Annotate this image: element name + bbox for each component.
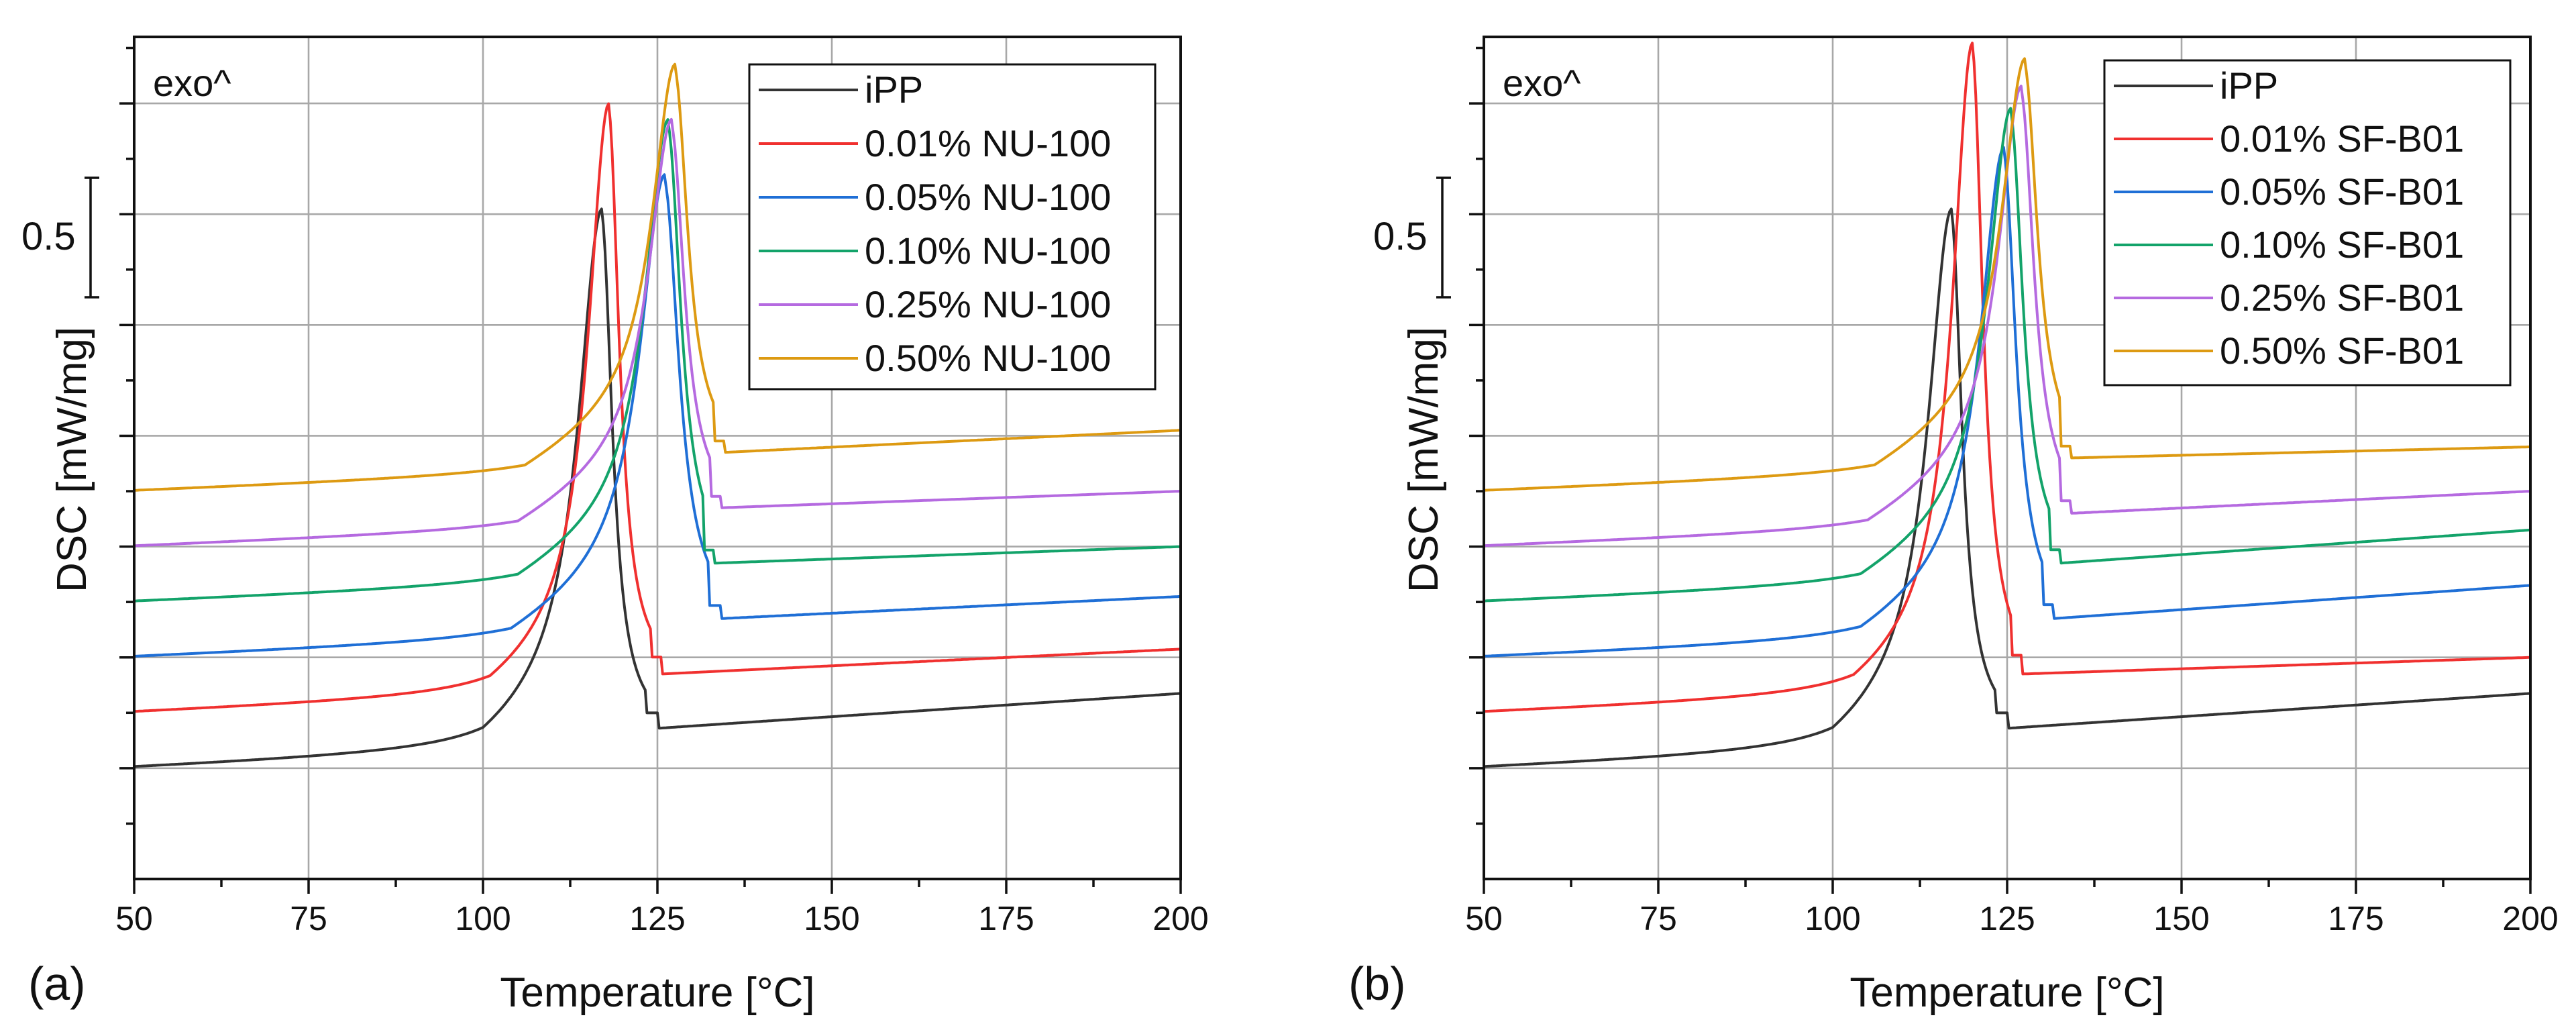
series-line <box>133 102 1181 713</box>
x-axis-label: Temperature [°C] <box>1849 970 2164 1016</box>
legend-label: 0.50% NU-100 <box>865 337 1111 379</box>
legend-label: iPP <box>2220 64 2278 107</box>
x-tick-labels: 50 75 100 125 150 175 200 <box>1465 900 2559 937</box>
x-tick-label: 75 <box>1640 900 1677 937</box>
series-line <box>133 62 1181 492</box>
x-tick-label: 200 <box>1152 900 1208 937</box>
legend-label: iPP <box>865 68 923 111</box>
x-tick-label: 175 <box>978 900 1034 937</box>
legend-label: 0.50% SF-B01 <box>2220 329 2464 372</box>
x-axis-label: Temperature [°C] <box>500 970 814 1016</box>
legend-label: 0.01% NU-100 <box>865 122 1111 164</box>
x-tick-label: 125 <box>629 900 685 937</box>
legend: iPP 0.01% SF-B01 0.05% SF-B01 0.10% SF-B01 0… <box>2103 59 2512 386</box>
series-line <box>133 207 1181 768</box>
series-line <box>1483 57 2530 492</box>
legend: iPP 0.01% NU-100 0.05% NU-100 0.10% NU-100 0… <box>748 63 1157 391</box>
x-tick-label: 100 <box>455 900 511 937</box>
x-tick-label: 175 <box>2328 900 2383 937</box>
legend-label: 0.05% NU-100 <box>865 176 1111 218</box>
x-tick-label: 75 <box>290 900 327 937</box>
scale-bar: 0.5 <box>1373 176 1451 299</box>
x-tick-label: 125 <box>1979 900 2035 937</box>
axis-ticks <box>1469 46 2532 894</box>
panel-label: (a) <box>28 958 86 1010</box>
plot-series <box>1483 42 2531 768</box>
series-line <box>1483 42 2531 713</box>
scale-bar-label: 0.5 <box>1373 215 1428 258</box>
panel-label: (b) <box>1348 958 1406 1010</box>
series-line <box>133 117 1181 548</box>
legend-box <box>748 63 1157 391</box>
series-line <box>1483 107 2531 603</box>
chart-panel-a: 50 75 100 125 150 175 200 exo^ 0.5 DSC [mW/mg]… <box>21 36 1209 1016</box>
exo-annotation: exo^ <box>153 62 231 104</box>
legend-label: 0.25% NU-100 <box>865 283 1111 325</box>
x-tick-label: 50 <box>1465 900 1503 937</box>
legend-box <box>2103 59 2512 386</box>
series-line <box>1483 207 2531 768</box>
scale-bar-label: 0.5 <box>21 215 76 258</box>
x-tick-label: 150 <box>804 900 859 937</box>
scale-bar: 0.5 <box>21 176 99 299</box>
x-tick-label: 200 <box>2502 900 2558 937</box>
plot-series <box>133 62 1181 768</box>
x-tick-label: 150 <box>2153 900 2209 937</box>
legend-label: 0.10% NU-100 <box>865 229 1111 272</box>
legend-label: 0.10% SF-B01 <box>2220 223 2464 266</box>
axis-ticks <box>119 46 1182 894</box>
chart-panel-b: 50 75 100 125 150 175 200 exo^ 0.5 DSC [mW/mg]… <box>1348 36 2559 1016</box>
legend-label: 0.05% SF-B01 <box>2220 170 2464 213</box>
x-tick-labels: 50 75 100 125 150 175 200 <box>115 900 1209 937</box>
x-tick-label: 100 <box>1805 900 1860 937</box>
x-tick-label: 50 <box>115 900 153 937</box>
legend-label: 0.25% SF-B01 <box>2220 276 2464 319</box>
legend-label: 0.01% SF-B01 <box>2220 117 2464 160</box>
y-axis-label: DSC [mW/mg] <box>1401 327 1447 592</box>
exo-annotation: exo^ <box>1503 62 1581 104</box>
y-axis-label: DSC [mW/mg] <box>49 327 95 592</box>
